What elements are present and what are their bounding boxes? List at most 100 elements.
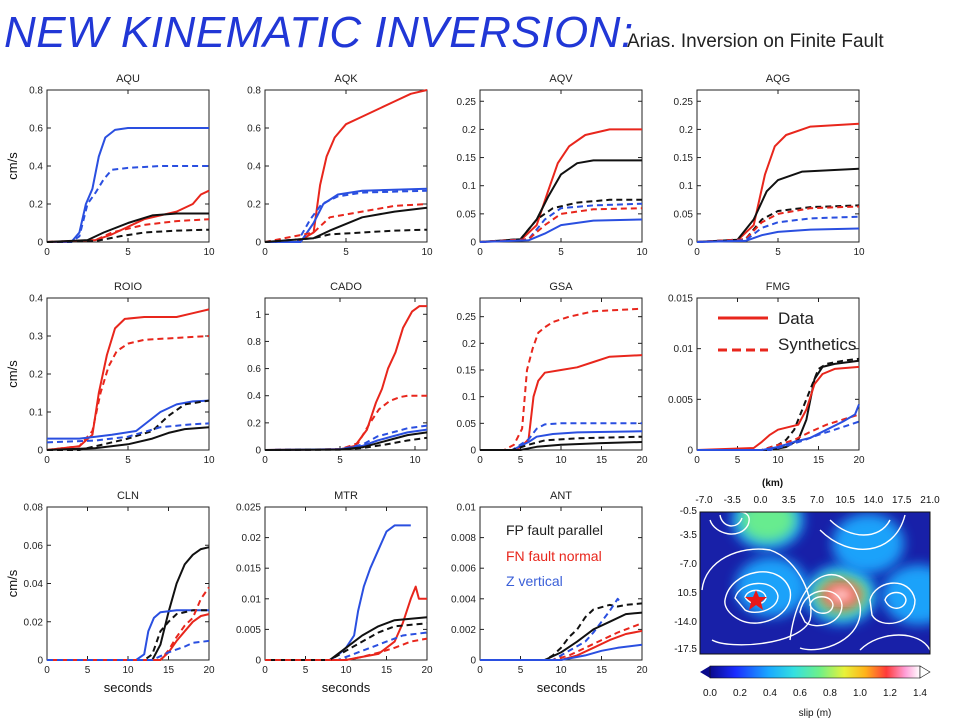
- x-tick-label: 0: [477, 455, 483, 466]
- y-tick-label: 0.05: [457, 209, 477, 220]
- y-tick-label: 0.15: [674, 153, 694, 164]
- colorbar-tick-label: 1.2: [883, 688, 897, 699]
- x-tick-label: 10: [555, 665, 567, 676]
- panel-mtr: MTR 0 5 10 15 20 0 0.005 0.01 0.015 0.02 0.025 secon…: [236, 490, 433, 695]
- axes-frame: [479, 89, 643, 243]
- y-tick-label: 0: [37, 238, 43, 249]
- x-tick-label: 0: [44, 665, 50, 676]
- y-tick-label: 0.6: [29, 124, 43, 135]
- series-fp-synthetic: [264, 228, 428, 243]
- series-fp-data: [480, 611, 643, 661]
- slip-map-frame: [699, 511, 931, 655]
- x-tick-label: 15: [813, 455, 825, 466]
- y-tick-label: 0.3: [29, 332, 43, 343]
- legend-data-label: Data: [778, 309, 814, 328]
- series-fp-synthetic: [264, 436, 428, 451]
- x-tick-label: 10: [772, 455, 784, 466]
- y-tick-label: 0: [470, 656, 476, 667]
- panel-aqk: AQK 0 5 10 0 0.2 0.4 0.6 0.8: [247, 73, 433, 258]
- x-tick-label: 20: [203, 665, 215, 676]
- map-x-tick-label: -7.0: [695, 495, 713, 506]
- series-z-data: [479, 218, 643, 243]
- slide-title: NEW KINEMATIC INVERSION:: [4, 8, 634, 57]
- map-x-tick-label: 10.5: [836, 495, 856, 506]
- y-tick-label: 0.005: [236, 625, 261, 636]
- x-tick-label: 5: [125, 247, 131, 258]
- map-y-tick-label: -0.5: [680, 506, 698, 517]
- panel-fmg: FMG 0 5 10 15 20 0 0.005 0.01 0.015: [668, 281, 865, 466]
- component-fp-label: FP fault parallel: [506, 522, 603, 538]
- x-tick-label: 5: [85, 665, 91, 676]
- series-fp-data: [697, 359, 860, 451]
- x-tick-label: 0: [44, 247, 50, 258]
- x-tick-label: 5: [558, 247, 564, 258]
- y-tick-label: 0.25: [457, 97, 477, 108]
- y-tick-label: 0: [687, 238, 693, 249]
- x-tick-label: 10: [409, 455, 421, 466]
- y-axis-label: cm/s: [5, 360, 20, 388]
- y-tick-label: 0.2: [247, 418, 261, 429]
- panel-gsa: GSA 0 5 10 15 20 0 0.05 0.1 0.15 0.2 0.25: [457, 281, 648, 466]
- y-tick-label: 0.02: [24, 617, 44, 628]
- map-x-tick-label: 3.5: [782, 495, 796, 506]
- series-fn-data: [479, 128, 642, 243]
- hypocenter-star-icon: [745, 590, 767, 610]
- y-tick-label: 0.2: [29, 200, 43, 211]
- y-tick-label: 0.6: [247, 364, 261, 375]
- colorbar-tick-label: 0.4: [763, 688, 777, 699]
- x-tick-label: 0: [694, 455, 700, 466]
- x-axis-label: seconds: [537, 680, 586, 695]
- y-tick-label: 0.2: [462, 339, 476, 350]
- y-tick-label: 0.01: [674, 344, 694, 355]
- panel-title: AQG: [766, 73, 790, 85]
- series-fp-data: [46, 212, 209, 243]
- colorbar-min-arrow: [700, 666, 710, 678]
- slip-patch: [832, 513, 905, 574]
- series-z-data: [47, 127, 209, 243]
- series-z-data: [47, 399, 210, 440]
- y-tick-label: 0.4: [29, 294, 43, 305]
- series-z-synthetic: [480, 597, 621, 661]
- panel-title: AQV: [549, 73, 573, 85]
- y-tick-label: 0.01: [242, 594, 262, 605]
- panel-title: CLN: [117, 490, 139, 502]
- y-axis-label: cm/s: [5, 569, 20, 597]
- series-fn-data: [696, 365, 860, 451]
- panel-aqg: AQG 0 5 10 0 0.05 0.1 0.15 0.2 0.25: [674, 73, 865, 258]
- y-tick-label: 0.025: [236, 503, 261, 514]
- y-tick-label: 0.02: [242, 533, 262, 544]
- panel-aqv: AQV 0 5 10 0 0.05 0.1 0.15 0.2 0.25: [457, 73, 648, 258]
- y-tick-label: 0.8: [247, 337, 261, 348]
- map-x-tick-label: -3.5: [724, 495, 742, 506]
- y-tick-label: 0.005: [668, 395, 693, 406]
- y-tick-label: 0.002: [451, 625, 476, 636]
- y-tick-label: 0: [470, 238, 476, 249]
- panel-title: MTR: [334, 490, 358, 502]
- y-tick-label: 0.004: [451, 594, 476, 605]
- y-tick-label: 0.1: [679, 181, 693, 192]
- x-tick-label: 0: [262, 665, 268, 676]
- y-tick-label: 0.006: [451, 564, 476, 575]
- component-fn-label: FN fault normal: [506, 548, 602, 564]
- series-z-data: [480, 643, 643, 661]
- x-tick-label: 10: [203, 455, 215, 466]
- y-tick-label: 0.08: [24, 503, 44, 514]
- x-tick-label: 5: [303, 665, 309, 676]
- x-tick-label: 5: [343, 247, 349, 258]
- axes-frame: [479, 297, 643, 451]
- y-tick-label: 0: [255, 656, 261, 667]
- y-tick-label: 0.1: [29, 408, 43, 419]
- slip-contours: [701, 512, 930, 651]
- y-tick-label: 0.4: [29, 162, 43, 173]
- y-tick-label: 0.05: [457, 419, 477, 430]
- y-tick-label: 0: [255, 238, 261, 249]
- panel-ant: ANT 0 5 10 15 20 0 0.002 0.004 0.006 0.008 0.01 seco…: [451, 490, 648, 695]
- component-legend: FP fault parallel FN fault normal Z vert…: [506, 522, 603, 589]
- panel-roio: ROIO 0 5 10 0 0.1 0.2 0.3 0.4 cm/s: [5, 281, 215, 466]
- panel-aqu: AQU 0 5 10 0 0.2 0.4 0.6 0.8 cm/s: [5, 73, 215, 258]
- x-tick-label: 20: [636, 665, 648, 676]
- map-y-tick-label: -7.0: [680, 559, 698, 570]
- x-tick-label: 10: [853, 247, 865, 258]
- axes-frame: [46, 297, 210, 451]
